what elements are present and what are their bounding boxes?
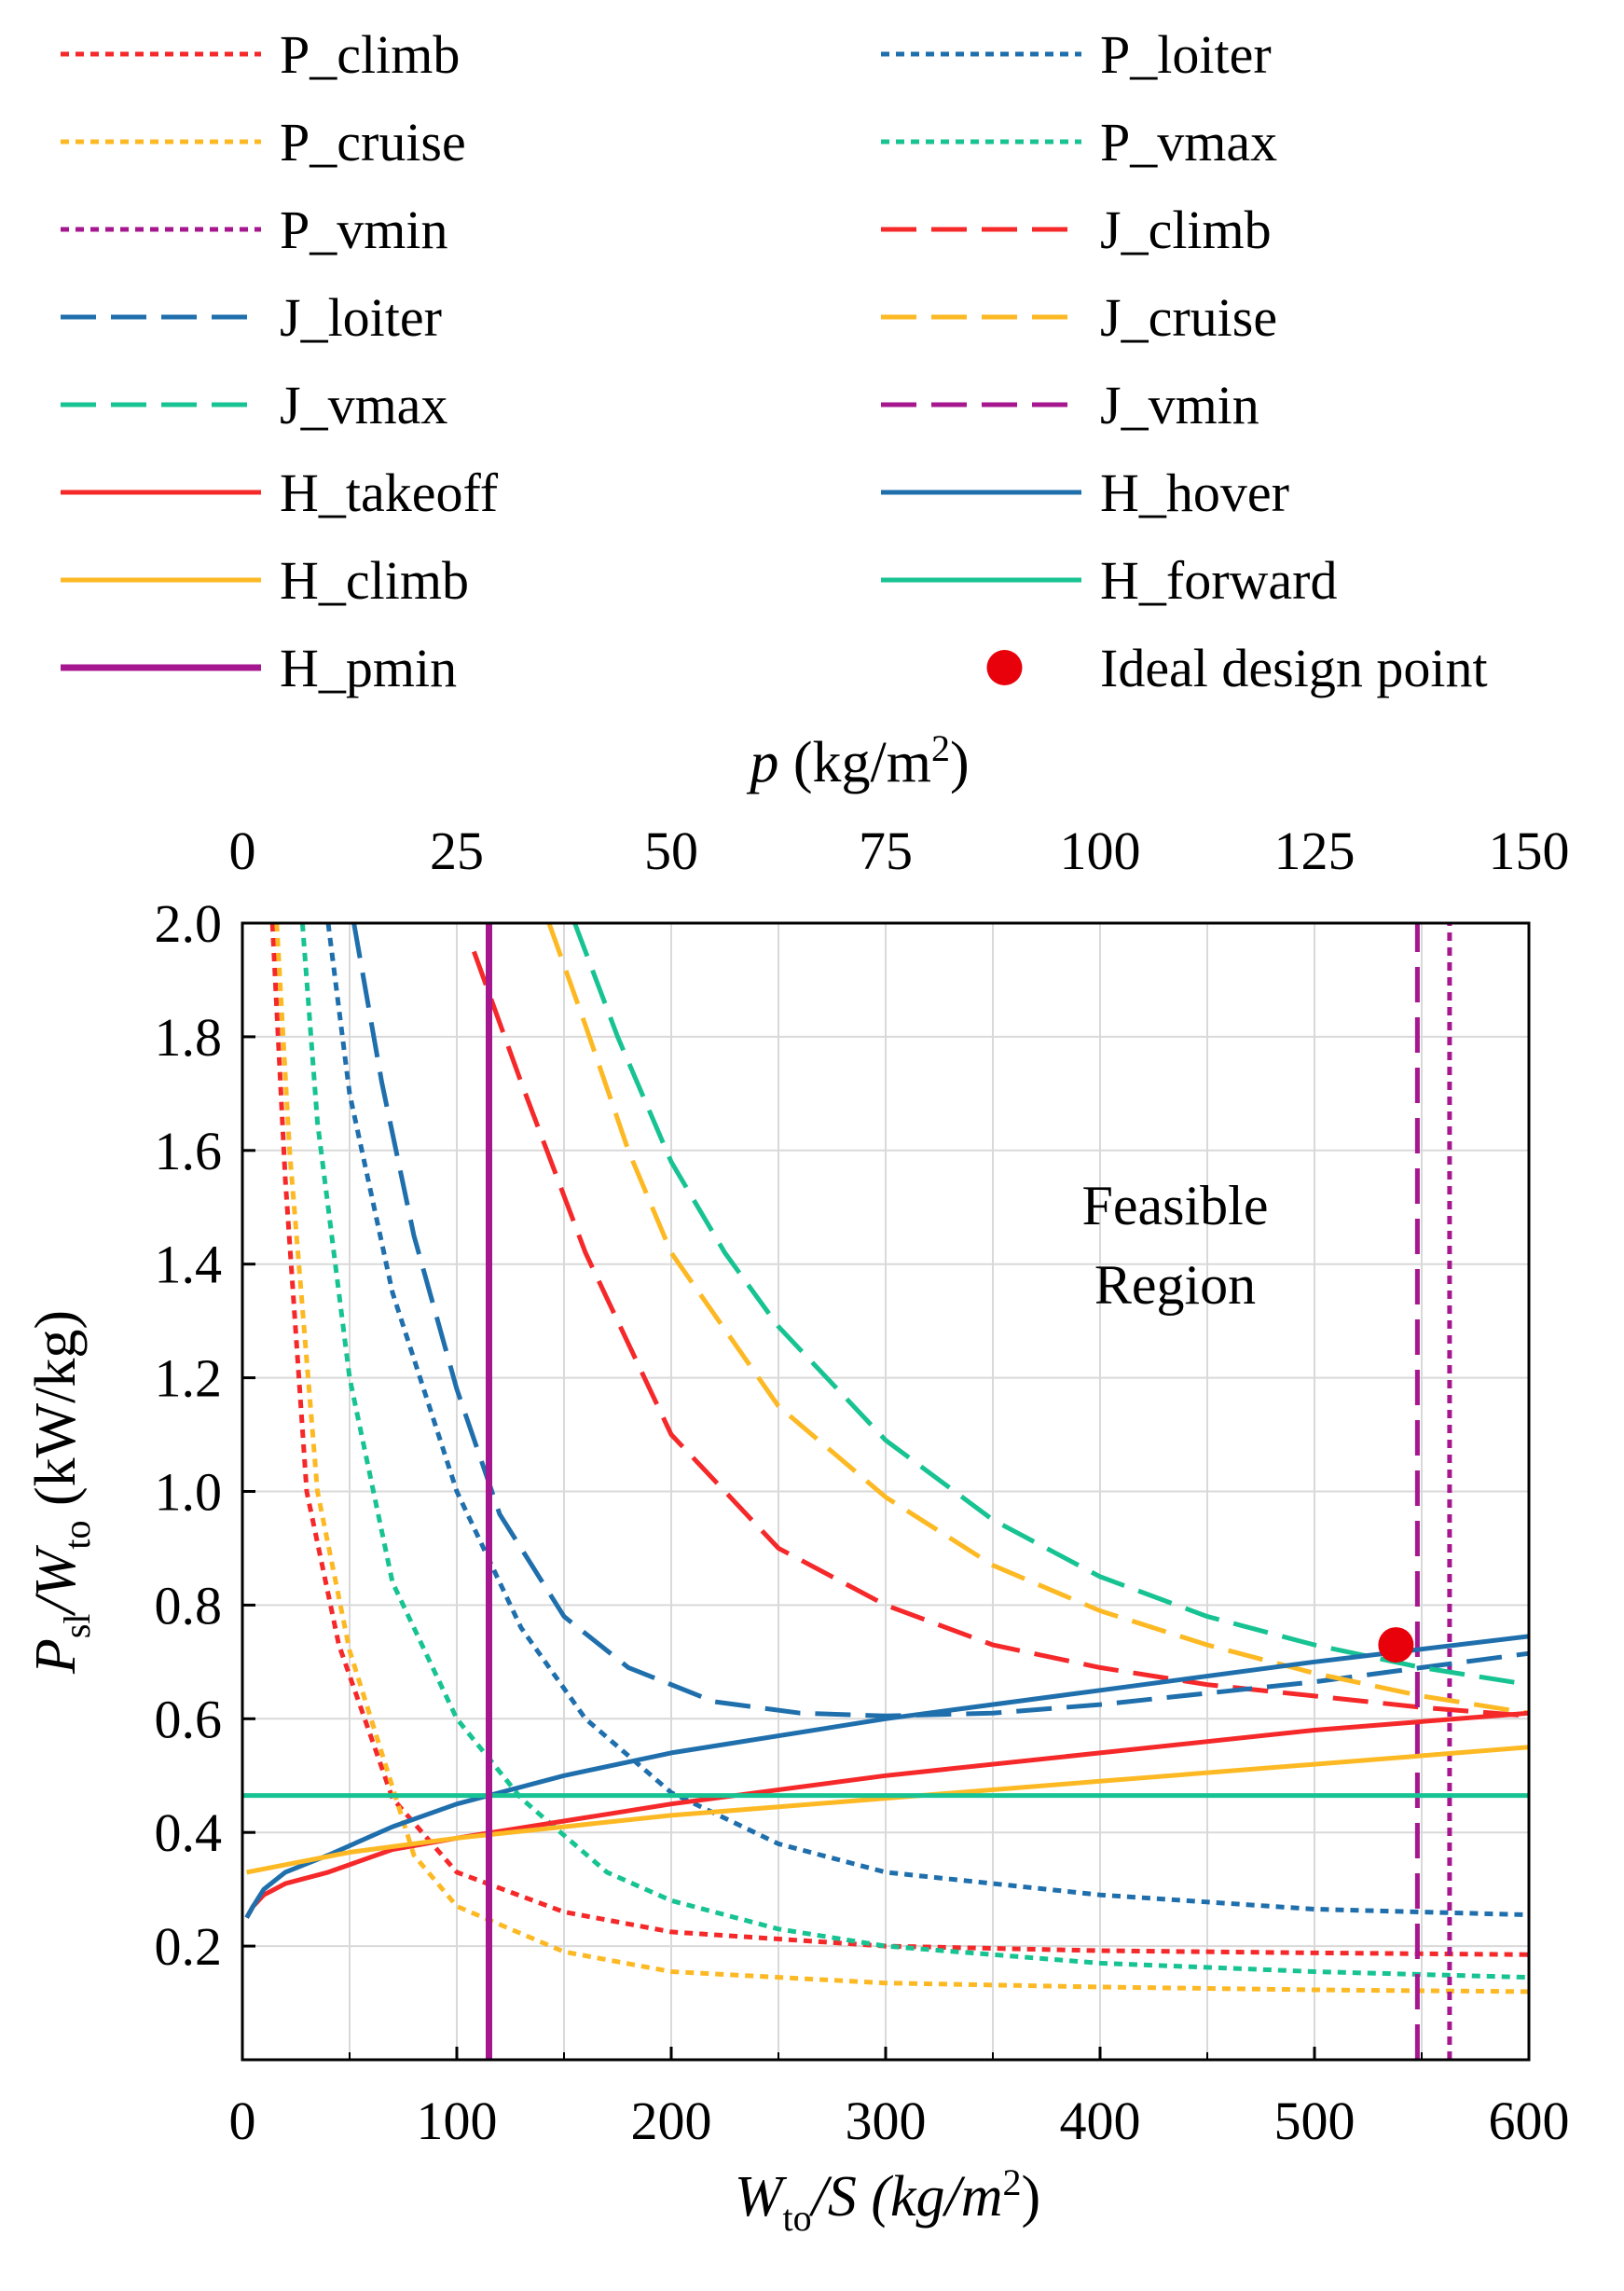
legend-label: H_hover	[1100, 462, 1289, 523]
y-axis-label-unit: (kW/kg)	[24, 1310, 88, 1521]
series-h-hover	[244, 1634, 1529, 1919]
top-tick-label: 100	[1060, 821, 1141, 881]
series-j-cruise	[546, 923, 1529, 1716]
y-tick-label: 1.0	[155, 1462, 223, 1523]
y-tick-label: 0.4	[155, 1802, 223, 1863]
legend-label: P_loiter	[1100, 24, 1272, 85]
series-p-climb	[269, 923, 1529, 1957]
y-tick-label: 2.0	[155, 893, 223, 954]
x-axis-label-close: )	[1022, 2165, 1041, 2229]
top-tick-label: 50	[644, 821, 698, 881]
top-axis-label-unit: (kg/m	[778, 731, 931, 794]
legend-label: P_cruise	[280, 112, 466, 173]
y-axis-label: Psl/Wto (kW/kg)	[24, 1310, 98, 1675]
x-axis-label-sub: to	[782, 2197, 811, 2239]
legend-label: J_vmin	[1100, 375, 1259, 435]
y-axis-label-p-sub: sl	[56, 1613, 98, 1638]
legend-label: Ideal design point	[1100, 638, 1488, 698]
x-axis-label: Wto/S (kg/m2)	[735, 2161, 1040, 2239]
legend-label: H_takeoff	[280, 462, 499, 523]
x-tick-label: 600	[1489, 2091, 1570, 2151]
legend-swatch-design-point	[986, 650, 1023, 685]
top-axis-label-close: )	[950, 731, 970, 794]
x-axis-label-sup: 2	[1003, 2161, 1022, 2203]
top-tick-label: 0	[229, 821, 256, 881]
x-axis-label-rest: /S (kg/m	[809, 2165, 1003, 2229]
y-axis-label-p: P	[24, 1638, 88, 1675]
x-axis-label-var: W	[735, 2165, 788, 2229]
x-tick-label: 0	[229, 2091, 256, 2151]
legend-label: J_loiter	[280, 287, 442, 348]
y-tick-label: 1.4	[155, 1235, 223, 1295]
ideal-design-point	[1378, 1627, 1414, 1663]
top-axis-label-sup: 2	[931, 727, 950, 769]
y-tick-label: 0.2	[155, 1916, 223, 1977]
legend-label: H_forward	[1100, 550, 1337, 611]
legend-label: P_vmin	[280, 200, 448, 260]
x-tick-label: 500	[1274, 2091, 1356, 2151]
grid	[242, 923, 1529, 2060]
axis-ticks: 0 100 200 300 400 500 600 0 25 50 75 100 125 150 0.2 0.…	[155, 821, 1570, 2151]
y-tick-label: 0.6	[155, 1689, 223, 1749]
legend-label: J_vmax	[280, 375, 447, 435]
top-tick-label: 150	[1489, 821, 1570, 881]
top-axis-label-var: p	[746, 731, 778, 794]
x-tick-label: 400	[1060, 2091, 1141, 2151]
y-axis-label-w: /W	[24, 1544, 88, 1616]
y-tick-label: 1.8	[155, 1007, 223, 1068]
feasible-label-line2: Region	[1094, 1254, 1256, 1316]
y-tick-label: 1.2	[155, 1348, 223, 1409]
series-layer	[242, 923, 1529, 2060]
legend-label: P_climb	[280, 24, 460, 85]
top-axis-label: p (kg/m2)	[746, 727, 969, 794]
y-tick-label: 0.8	[155, 1575, 223, 1635]
legend-label: H_pmin	[280, 638, 457, 698]
feasible-label-line1: Feasible	[1082, 1175, 1269, 1236]
legend-label: J_climb	[1100, 200, 1272, 260]
legend-label: H_climb	[280, 550, 469, 611]
y-tick-label: 1.6	[155, 1121, 223, 1181]
top-tick-label: 125	[1274, 821, 1356, 881]
x-tick-label: 100	[417, 2091, 498, 2151]
series-p-cruise	[274, 923, 1529, 1994]
top-tick-label: 25	[430, 821, 484, 881]
series-p-vmax	[299, 923, 1529, 1980]
series-p-loiter	[325, 923, 1529, 1918]
legend-label: P_vmax	[1100, 112, 1277, 173]
series-j-vmax	[572, 923, 1529, 1688]
series-j-climb	[472, 950, 1529, 1718]
legend-label: J_cruise	[1100, 287, 1277, 348]
series-h-climb	[246, 1745, 1529, 1875]
y-axis-label-w-sub: to	[56, 1520, 98, 1549]
legend: P_climb P_loiter P_cruise P_vmax P_vmin J_cli…	[61, 24, 1488, 698]
x-tick-label: 300	[846, 2091, 927, 2151]
x-tick-label: 200	[631, 2091, 712, 2151]
top-tick-label: 75	[859, 821, 913, 881]
